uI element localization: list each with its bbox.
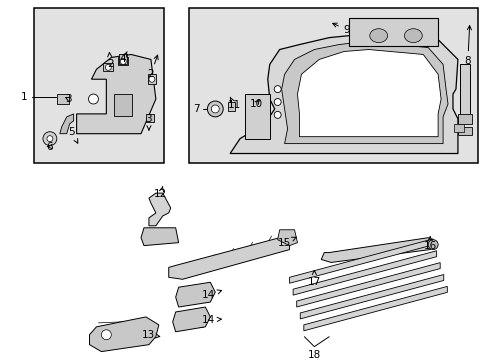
Bar xyxy=(145,114,154,122)
Text: 9: 9 xyxy=(332,23,349,35)
Text: 15: 15 xyxy=(277,237,296,248)
Bar xyxy=(148,74,156,84)
Bar xyxy=(34,8,163,163)
Bar xyxy=(119,54,127,64)
Text: 7: 7 xyxy=(193,104,200,114)
Polygon shape xyxy=(244,94,269,139)
Circle shape xyxy=(149,76,155,82)
Circle shape xyxy=(101,330,111,340)
Bar xyxy=(114,94,132,116)
Text: 16: 16 xyxy=(423,237,436,251)
Polygon shape xyxy=(77,54,156,134)
Bar xyxy=(457,127,471,135)
Text: 3: 3 xyxy=(65,94,72,104)
Polygon shape xyxy=(172,307,210,332)
Text: 8: 8 xyxy=(464,26,470,66)
Bar xyxy=(118,58,128,66)
Circle shape xyxy=(43,132,57,145)
Bar xyxy=(348,18,437,46)
Text: 13: 13 xyxy=(142,330,160,340)
Polygon shape xyxy=(230,35,457,153)
Text: 2: 2 xyxy=(147,55,158,79)
Text: 17: 17 xyxy=(307,270,320,287)
Polygon shape xyxy=(60,114,74,134)
Text: 5: 5 xyxy=(68,127,78,143)
Circle shape xyxy=(105,64,111,70)
Polygon shape xyxy=(89,317,159,352)
Polygon shape xyxy=(296,263,439,307)
Circle shape xyxy=(274,111,281,118)
Bar xyxy=(453,124,463,132)
Circle shape xyxy=(120,58,126,64)
Text: 1: 1 xyxy=(21,92,27,102)
Text: 4: 4 xyxy=(120,51,127,64)
Bar xyxy=(103,63,113,71)
Text: 12: 12 xyxy=(154,186,167,199)
Polygon shape xyxy=(168,238,289,279)
Polygon shape xyxy=(149,193,170,226)
Text: 14: 14 xyxy=(202,315,221,325)
Circle shape xyxy=(88,94,98,104)
Bar xyxy=(459,64,469,119)
Text: 10: 10 xyxy=(249,99,262,109)
Text: 14: 14 xyxy=(202,290,221,300)
Polygon shape xyxy=(141,228,178,246)
Polygon shape xyxy=(175,282,215,307)
Text: 2: 2 xyxy=(107,53,113,69)
Text: 18: 18 xyxy=(307,350,320,360)
Circle shape xyxy=(207,101,223,117)
Circle shape xyxy=(274,86,281,93)
Bar xyxy=(228,102,235,111)
Polygon shape xyxy=(289,239,432,283)
Polygon shape xyxy=(303,287,447,331)
Circle shape xyxy=(427,240,437,249)
Polygon shape xyxy=(321,238,435,262)
Circle shape xyxy=(211,105,219,113)
Ellipse shape xyxy=(369,29,387,42)
Circle shape xyxy=(274,99,281,105)
Polygon shape xyxy=(281,42,447,144)
Bar xyxy=(188,8,477,163)
Polygon shape xyxy=(292,251,436,295)
Polygon shape xyxy=(277,230,297,246)
Text: 11: 11 xyxy=(227,97,240,110)
Polygon shape xyxy=(297,50,440,137)
Bar xyxy=(457,114,471,124)
Circle shape xyxy=(47,136,53,141)
Bar xyxy=(57,94,69,104)
Text: 6: 6 xyxy=(46,141,53,152)
Ellipse shape xyxy=(404,29,422,42)
Polygon shape xyxy=(300,275,443,319)
Text: 3: 3 xyxy=(145,114,152,130)
